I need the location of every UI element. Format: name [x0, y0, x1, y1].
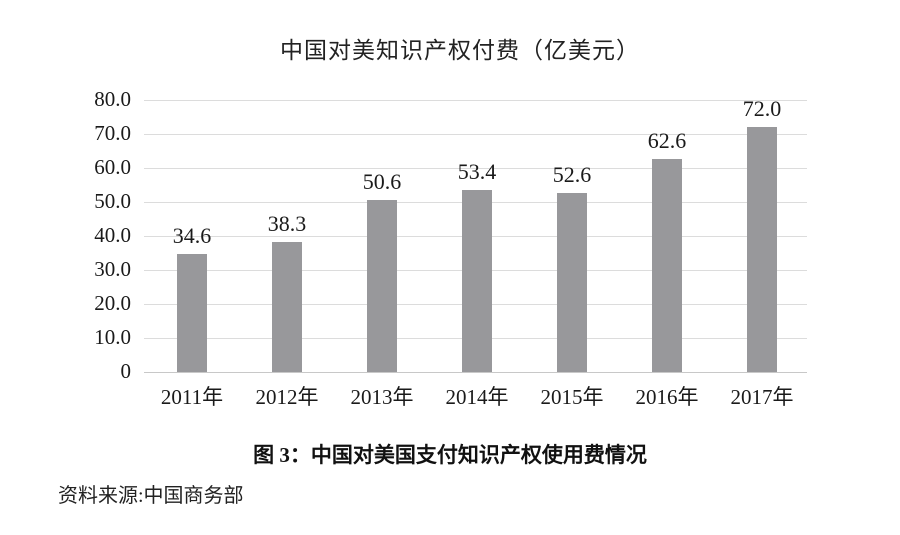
y-tick-label-0: 0	[120, 359, 132, 383]
bar-value-label-2011年: 34.6	[172, 223, 212, 249]
x-tick-label-2017年: 2017年	[730, 385, 794, 409]
y-tick-label-30.0: 30.0	[94, 257, 131, 281]
y-tick-label-20.0: 20.0	[94, 291, 131, 315]
bar-value-label-2015年: 52.6	[552, 162, 592, 188]
bar-value-label-2016年: 62.6	[647, 128, 687, 154]
gridline-0	[144, 372, 807, 373]
bar-2017年	[747, 127, 777, 372]
x-tick-label-2013年: 2013年	[350, 385, 414, 409]
bar-value-label-2014年: 53.4	[457, 159, 497, 185]
data-source-note: 资料来源:中国商务部	[58, 485, 244, 507]
y-tick-label-40.0: 40.0	[94, 223, 131, 247]
x-tick-label-2014年: 2014年	[445, 385, 509, 409]
figure-caption: 图 3：中国对美国支付知识产权使用费情况	[253, 443, 647, 467]
y-tick-label-70.0: 70.0	[94, 121, 131, 145]
x-tick-label-2016年: 2016年	[635, 385, 699, 409]
x-tick-label-2012年: 2012年	[255, 385, 319, 409]
bar-value-label-2017年: 72.0	[742, 96, 782, 122]
gridline-60.0	[144, 168, 807, 169]
y-tick-label-50.0: 50.0	[94, 189, 131, 213]
bar-2016年	[652, 159, 682, 372]
x-tick-label-2015年: 2015年	[540, 385, 604, 409]
gridline-70.0	[144, 134, 807, 135]
y-tick-label-10.0: 10.0	[94, 325, 131, 349]
plot-area: 34.6 38.3 50.6 53.4 52.6 62.6 72.0	[144, 96, 807, 373]
x-tick-label-2011年: 2011年	[160, 385, 224, 409]
bar-2015年	[557, 193, 587, 372]
y-tick-label-60.0: 60.0	[94, 155, 131, 179]
bar-value-label-2012年: 38.3	[267, 210, 307, 236]
bar-2012年	[272, 241, 302, 372]
bar-2011年	[177, 254, 207, 372]
bar-2013年	[367, 199, 397, 372]
chart-title: 中国对美知识产权付费（亿美元）	[280, 38, 640, 63]
bar-2014年	[462, 190, 492, 372]
y-tick-label-80.0: 80.0	[94, 87, 131, 111]
bar-value-label-2013年: 50.6	[362, 168, 402, 194]
gridline-80.0	[144, 100, 807, 101]
